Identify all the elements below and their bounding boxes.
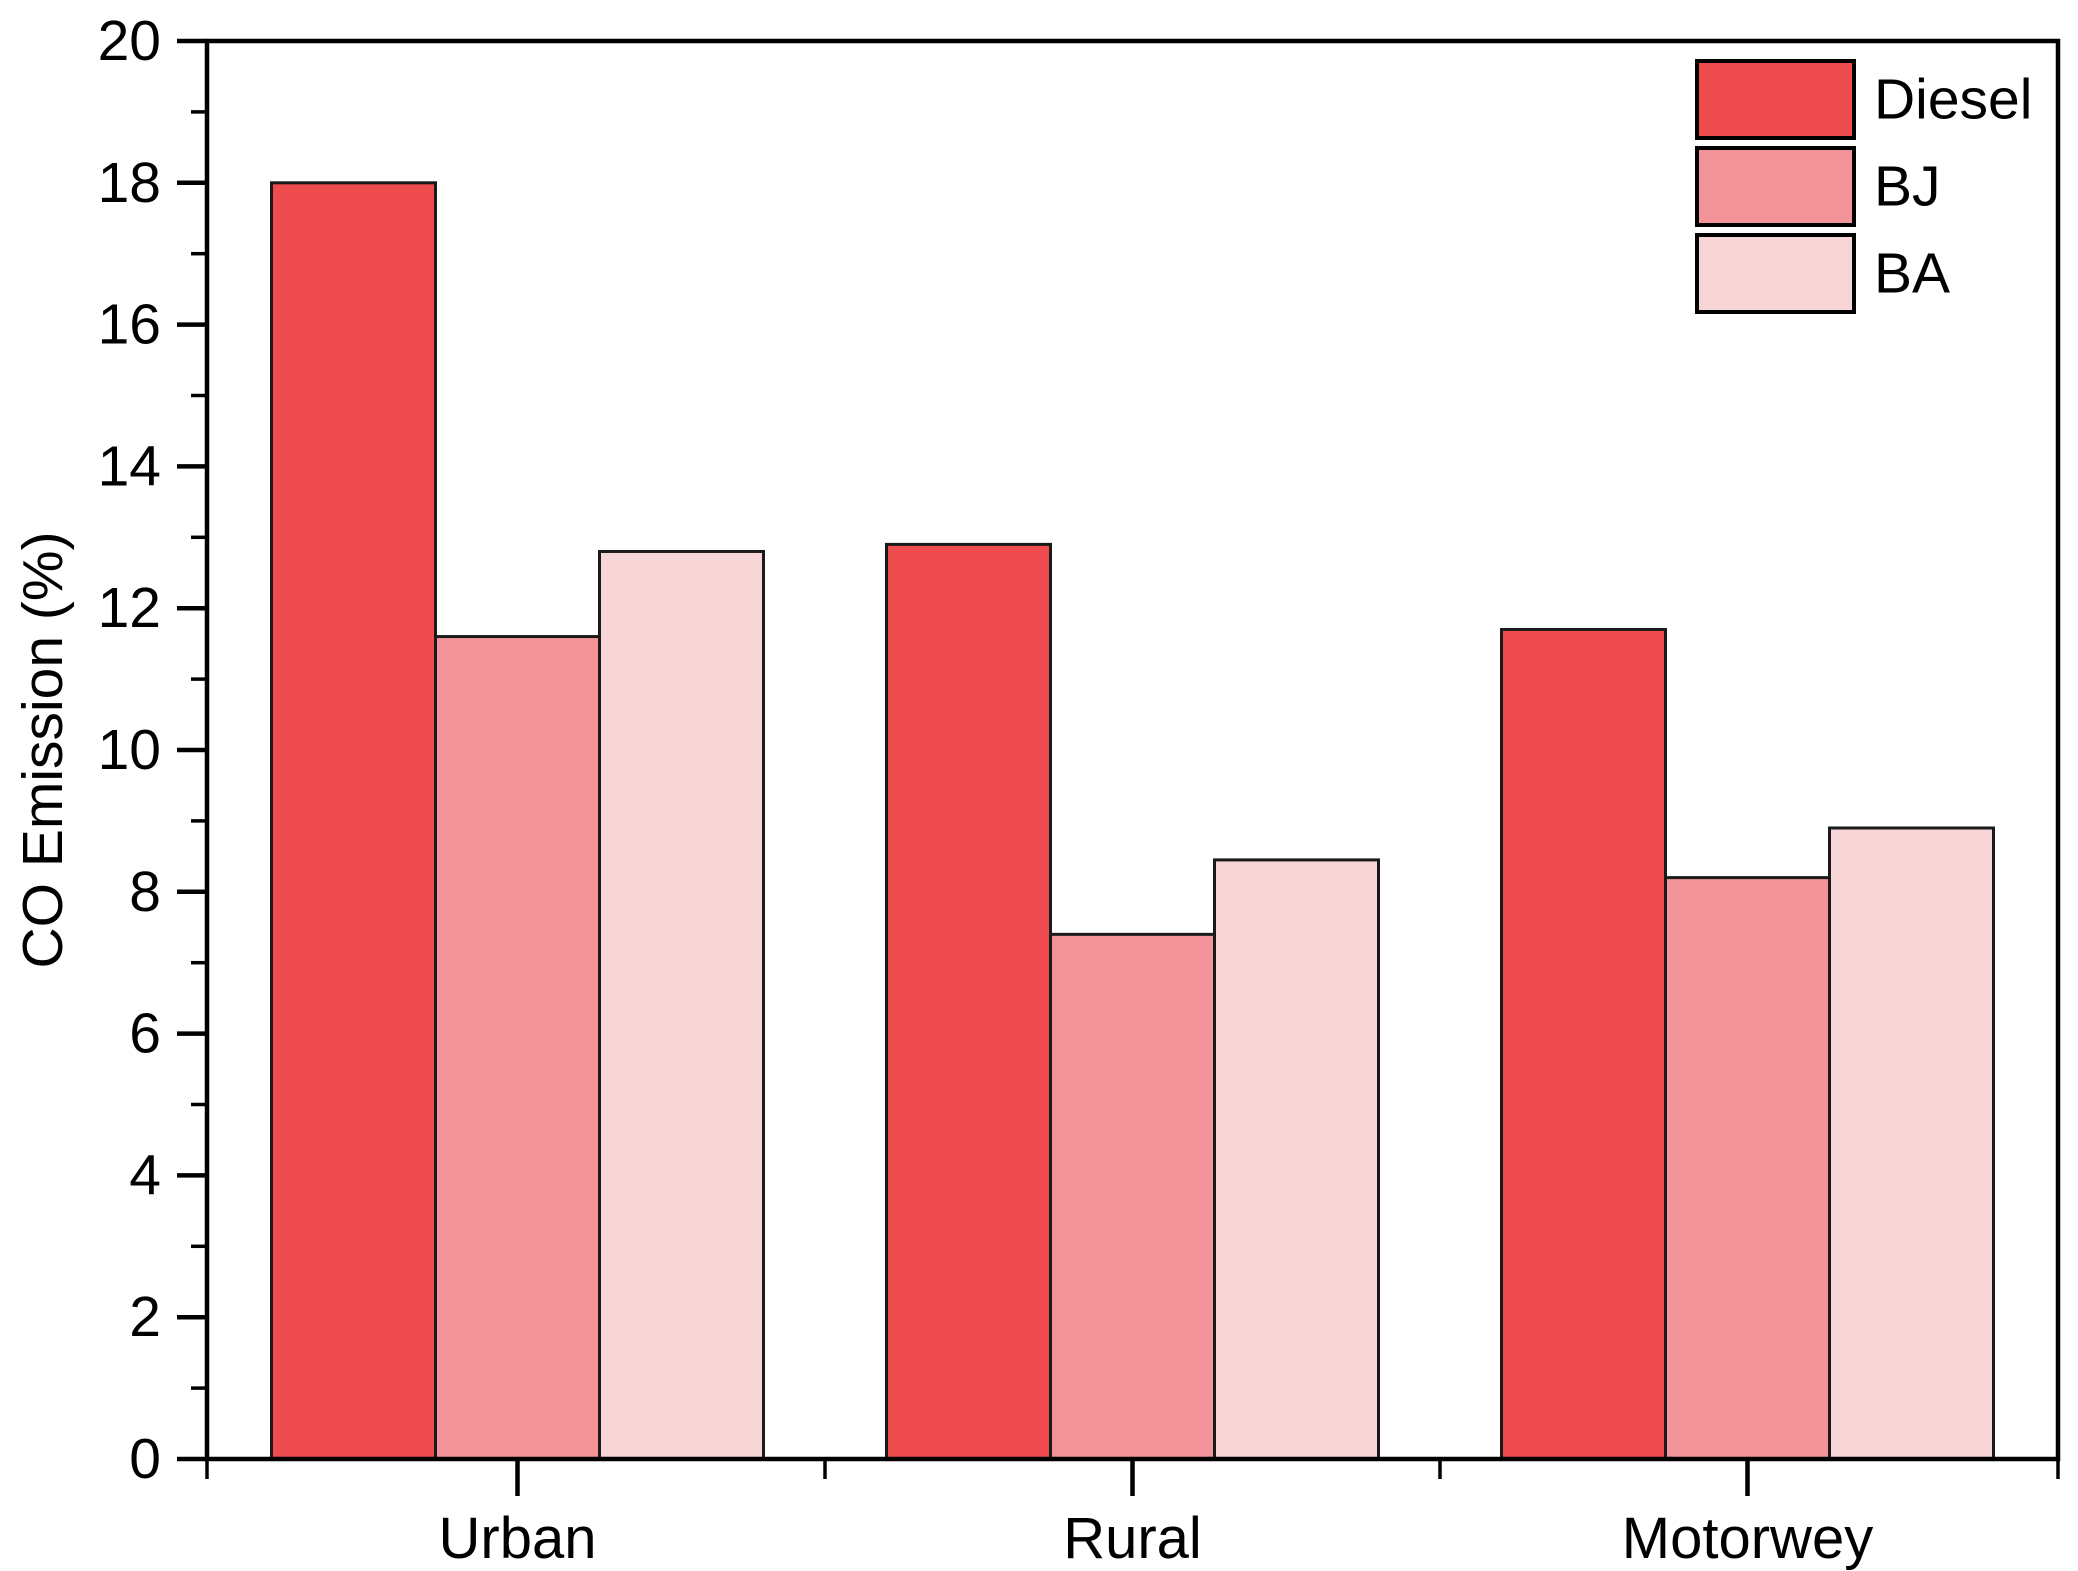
legend-label-bj: BJ [1874, 155, 1941, 219]
legend-swatch-diesel [1695, 59, 1856, 140]
legend-label-ba: BA [1874, 242, 1950, 306]
bar-urban-bj [434, 635, 601, 1461]
bar-motorwey-bj [1664, 876, 1831, 1461]
y-tick-label: 12 [98, 576, 161, 640]
y-tick-label: 14 [98, 434, 161, 498]
legend-label-diesel: Diesel [1874, 68, 2032, 132]
bar-rural-ba [1213, 858, 1380, 1461]
bar-rural-bj [1049, 932, 1216, 1461]
y-tick-label: 0 [129, 1427, 161, 1491]
y-tick-label: 2 [129, 1285, 161, 1349]
legend-swatch-bj [1695, 146, 1856, 227]
y-tick-label: 20 [98, 9, 161, 73]
bar-urban-ba [598, 549, 765, 1461]
y-tick-label: 6 [129, 1002, 161, 1066]
legend-swatch-ba [1695, 233, 1856, 314]
y-tick-label: 16 [98, 293, 161, 357]
bar-motorwey-ba [1828, 826, 1995, 1461]
category-label: Rural [1063, 1506, 1202, 1571]
category-label: Urban [439, 1506, 597, 1571]
y-axis-title: CO Emission (%) [11, 531, 75, 968]
y-tick-label: 8 [129, 860, 161, 924]
bar-rural-diesel [885, 542, 1052, 1461]
y-tick-label: 10 [98, 718, 161, 782]
y-tick-label: 18 [98, 151, 161, 215]
bar-motorwey-diesel [1500, 627, 1667, 1461]
bar-urban-diesel [270, 181, 437, 1461]
category-label: Motorwey [1622, 1506, 1873, 1571]
y-tick-label: 4 [129, 1143, 161, 1207]
